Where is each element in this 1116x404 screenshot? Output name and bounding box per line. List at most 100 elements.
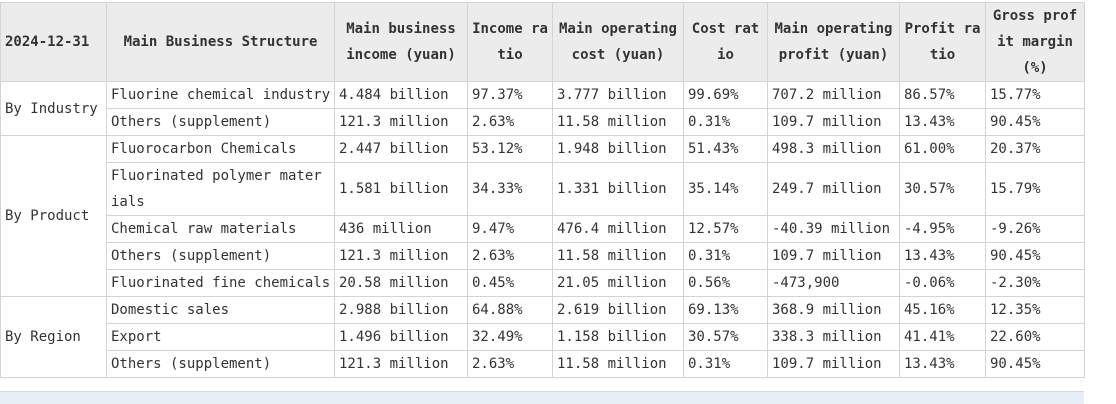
main-operating-cost-cell: 11.58 million [552, 108, 684, 136]
income-ratio-cell: 2.63% [467, 108, 553, 136]
main-business-income-cell: 2.447 billion [334, 135, 468, 163]
main-business-income-cell: 121.3 million [334, 242, 468, 270]
income-ratio-cell: 0.45% [467, 269, 553, 297]
main-operating-profit-cell: 368.9 million [767, 296, 900, 324]
structure-item-cell: Fluorocarbon Chemicals [106, 135, 335, 163]
main-business-income-cell: 121.3 million [334, 108, 468, 136]
main-operating-cost-cell: 1.158 billion [552, 323, 684, 351]
table-row: Fluorinated polymer materials 1.581 billi… [1, 162, 1085, 216]
cost-ratio-cell: 99.69% [683, 81, 768, 109]
income-ratio-cell: 64.88% [467, 296, 553, 324]
profit-ratio-cell: -4.95% [899, 215, 986, 243]
income-ratio-cell: 2.63% [467, 350, 553, 378]
gross-profit-margin-cell: 90.45% [985, 242, 1085, 270]
header-main-business-structure: Main Business Structure [106, 2, 335, 82]
cost-ratio-cell: 69.13% [683, 296, 768, 324]
profit-ratio-cell: 13.43% [899, 242, 986, 270]
table-row: Fluorinated fine chemicals 20.58 million 0… [1, 269, 1085, 297]
main-operating-cost-cell: 11.58 million [552, 242, 684, 270]
business-structure-table: 2024-12-31 Main Business Structure Main … [0, 2, 1085, 378]
main-operating-profit-cell: 109.7 million [767, 242, 900, 270]
structure-item-cell: Others (supplement) [106, 108, 335, 136]
gross-profit-margin-cell: 90.45% [985, 350, 1085, 378]
header-main-business-income: Main business income (yuan) [334, 2, 468, 82]
header-income-ratio: Income ratio [467, 2, 553, 82]
main-business-income-cell: 121.3 million [334, 350, 468, 378]
income-ratio-cell: 53.12% [467, 135, 553, 163]
gross-profit-margin-cell: 15.79% [985, 162, 1085, 216]
table-row: Chemical raw materials 436 million 9.47% 47… [1, 215, 1085, 243]
main-business-income-cell: 20.58 million [334, 269, 468, 297]
main-operating-profit-cell: 109.7 million [767, 108, 900, 136]
header-cost-ratio: Cost ratio [683, 2, 768, 82]
table-row: Others (supplement) 121.3 million 2.63% 11.… [1, 242, 1085, 270]
main-operating-cost-cell: 1.331 billion [552, 162, 684, 216]
table-row: Others (supplement) 121.3 million 2.63% 11.… [1, 108, 1085, 136]
header-gross-profit-margin: Gross profit margin (%) [985, 2, 1085, 82]
gross-profit-margin-cell: -9.26% [985, 215, 1085, 243]
main-operating-profit-cell: 707.2 million [767, 81, 900, 109]
main-business-income-cell: 436 million [334, 215, 468, 243]
profit-ratio-cell: 13.43% [899, 350, 986, 378]
cost-ratio-cell: 51.43% [683, 135, 768, 163]
cost-ratio-cell: 0.56% [683, 269, 768, 297]
footer-bar [0, 391, 1084, 404]
structure-item-cell: Others (supplement) [106, 242, 335, 270]
profit-ratio-cell: 45.16% [899, 296, 986, 324]
income-ratio-cell: 2.63% [467, 242, 553, 270]
structure-item-cell: Export [106, 323, 335, 351]
cost-ratio-cell: 0.31% [683, 108, 768, 136]
income-ratio-cell: 34.33% [467, 162, 553, 216]
profit-ratio-cell: 86.57% [899, 81, 986, 109]
main-business-income-cell: 1.496 billion [334, 323, 468, 351]
main-operating-profit-cell: 338.3 million [767, 323, 900, 351]
header-row: 2024-12-31 Main Business Structure Main … [0, 2, 1085, 82]
table-row: By Region Domestic sales 2.988 billion 64.8… [0, 296, 1085, 378]
gross-profit-margin-cell: -2.30% [985, 269, 1085, 297]
group-label: By Product [0, 135, 107, 297]
income-ratio-cell: 32.49% [467, 323, 553, 351]
gross-profit-margin-cell: 90.45% [985, 108, 1085, 136]
header-main-operating-profit: Main operating profit (yuan) [767, 2, 900, 82]
structure-item-cell: Fluorinated polymer materials [106, 162, 335, 216]
group-label: By Industry [0, 81, 107, 136]
main-business-income-cell: 4.484 billion [334, 81, 468, 109]
cost-ratio-cell: 30.57% [683, 323, 768, 351]
cost-ratio-cell: 0.31% [683, 350, 768, 378]
cost-ratio-cell: 35.14% [683, 162, 768, 216]
structure-item-cell: Chemical raw materials [106, 215, 335, 243]
structure-item-cell: Fluorine chemical industry [106, 81, 335, 109]
main-operating-cost-cell: 1.948 billion [552, 135, 684, 163]
group-label: By Region [0, 296, 107, 378]
main-operating-cost-cell: 2.619 billion [552, 296, 684, 324]
gross-profit-margin-cell: 15.77% [985, 81, 1085, 109]
main-operating-profit-cell: 109.7 million [767, 350, 900, 378]
cost-ratio-cell: 0.31% [683, 242, 768, 270]
income-ratio-cell: 9.47% [467, 215, 553, 243]
structure-item-cell: Fluorinated fine chemicals [106, 269, 335, 297]
table-row: By Industry Fluorine chemical industry 4.4… [0, 81, 1085, 136]
header-profit-ratio: Profit ratio [899, 2, 986, 82]
income-ratio-cell: 97.37% [467, 81, 553, 109]
profit-ratio-cell: -0.06% [899, 269, 986, 297]
main-business-income-cell: 2.988 billion [334, 296, 468, 324]
gross-profit-margin-cell: 20.37% [985, 135, 1085, 163]
structure-item-cell: Others (supplement) [106, 350, 335, 378]
table-row: Export 1.496 billion 32.49% 1.158 billion 30… [1, 323, 1085, 351]
cost-ratio-cell: 12.57% [683, 215, 768, 243]
main-operating-cost-cell: 476.4 million [552, 215, 684, 243]
profit-ratio-cell: 13.43% [899, 108, 986, 136]
header-main-operating-cost: Main operating cost (yuan) [552, 2, 684, 82]
main-operating-profit-cell: -40.39 million [767, 215, 900, 243]
table-row: Others (supplement) 121.3 million 2.63% 11.… [1, 350, 1085, 378]
table-row: By Product Fluorocarbon Chemicals 2.447 bi… [0, 135, 1085, 297]
profit-ratio-cell: 30.57% [899, 162, 986, 216]
main-operating-cost-cell: 11.58 million [552, 350, 684, 378]
structure-item-cell: Domestic sales [106, 296, 335, 324]
profit-ratio-cell: 61.00% [899, 135, 986, 163]
profit-ratio-cell: 41.41% [899, 323, 986, 351]
main-operating-profit-cell: 498.3 million [767, 135, 900, 163]
main-operating-cost-cell: 3.777 billion [552, 81, 684, 109]
main-business-income-cell: 1.581 billion [334, 162, 468, 216]
gross-profit-margin-cell: 22.60% [985, 323, 1085, 351]
